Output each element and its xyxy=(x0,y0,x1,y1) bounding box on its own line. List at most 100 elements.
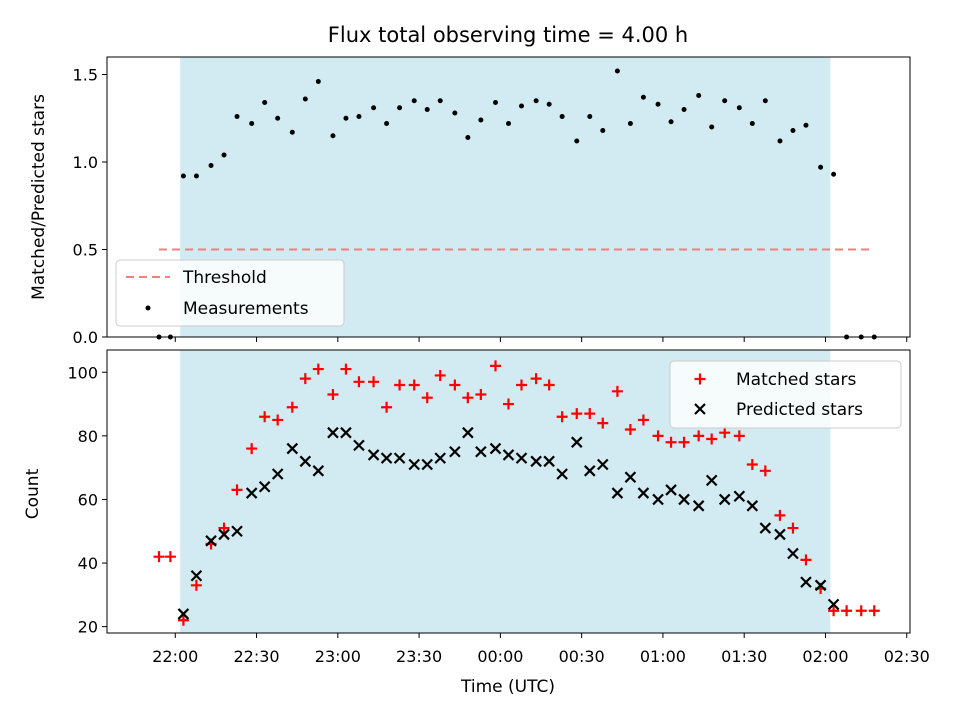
measurement-point xyxy=(627,121,633,126)
matched-star-point xyxy=(368,376,380,388)
predicted-star-point xyxy=(597,458,609,471)
measurement-point xyxy=(696,93,702,98)
matched-star-point xyxy=(246,443,258,455)
matched-star-point xyxy=(327,389,339,401)
measurement-point xyxy=(208,163,214,168)
x-tick-label: 00:30 xyxy=(559,647,605,666)
predicted-star-point xyxy=(367,449,380,461)
measurement-point xyxy=(221,152,227,158)
measurement-point xyxy=(655,101,661,107)
x-tick-label: 22:30 xyxy=(233,647,279,666)
bottom-y-tick-label: 40 xyxy=(78,554,98,573)
matched-star-point xyxy=(503,398,514,410)
bottom-y-tick-label: 60 xyxy=(78,490,98,509)
matched-star-point xyxy=(774,509,786,521)
measurement-point xyxy=(831,171,837,177)
predicted-star-point xyxy=(205,535,217,547)
matched-star-point xyxy=(855,605,867,617)
measurement-point xyxy=(749,121,755,126)
top-y-tick-label: 1.0 xyxy=(73,153,98,172)
measurement-point xyxy=(506,121,511,126)
measurement-point xyxy=(234,114,240,119)
x-tick-label: 23:30 xyxy=(396,647,442,666)
matched-star-point xyxy=(421,392,433,404)
measurement-point xyxy=(249,121,255,126)
predicted-star-point xyxy=(665,484,677,496)
matched-star-point xyxy=(652,430,664,442)
matched-star-point xyxy=(624,423,636,435)
matched-star-point xyxy=(665,436,677,448)
measurement-point xyxy=(803,122,809,128)
predicted-star-point xyxy=(408,458,420,471)
predicted-star-point xyxy=(746,500,759,512)
measurement-point xyxy=(574,138,580,144)
measurement-point xyxy=(681,107,687,112)
predicted-star-point xyxy=(312,465,325,477)
matched-star-point xyxy=(340,363,352,375)
top-panel: 0.0 0.5 1.0 1.5 Flux total observing time =… xyxy=(29,23,911,347)
bottom-y-axis-label: Count xyxy=(23,468,43,519)
predicted-star-point xyxy=(692,500,705,512)
matched-star-point xyxy=(312,363,324,375)
measurement-point xyxy=(762,98,768,104)
matched-star-point xyxy=(434,369,446,381)
top-legend-box xyxy=(115,259,345,327)
matched-star-point xyxy=(637,414,649,426)
predicted-star-point xyxy=(271,468,284,480)
predicted-star-point xyxy=(462,426,474,439)
measurement-point xyxy=(180,173,186,179)
bottom-y-tick-label: 20 xyxy=(78,618,98,637)
measurement-point xyxy=(302,96,308,102)
matched-star-point xyxy=(530,373,542,385)
matched-star-point xyxy=(584,408,596,420)
predicted-star-point xyxy=(190,569,203,582)
measurement-point xyxy=(452,110,458,116)
legend-matched-marker xyxy=(694,373,706,385)
matched-star-point xyxy=(408,379,420,391)
predicted-star-point xyxy=(733,490,746,503)
top-axes-frame xyxy=(106,56,911,338)
measurement-point xyxy=(437,98,443,104)
measurement-point xyxy=(790,128,796,133)
predicted-star-point xyxy=(800,576,812,588)
predicted-star-point xyxy=(543,455,555,468)
predicted-star-point xyxy=(299,455,312,468)
matched-star-point xyxy=(597,417,609,429)
predicted-star-point xyxy=(286,442,299,455)
legend-matched-label: Matched stars xyxy=(736,370,856,390)
legend-matched-swatch xyxy=(694,373,706,385)
chart-title: Flux total observing time = 4.00 h xyxy=(328,23,688,47)
measurement-point xyxy=(193,173,199,179)
predicted-star-point xyxy=(380,452,393,464)
measurement-point xyxy=(640,94,646,100)
matched-star-point xyxy=(733,430,745,442)
predicted-star-point xyxy=(340,426,352,439)
predicted-star-point xyxy=(624,471,637,483)
bottom-panel: 20 40 60 80 100 22:00 22:30 23:00 23:30 00:00 00:… xyxy=(23,349,930,697)
measurement-point xyxy=(424,107,430,112)
measurement-point xyxy=(478,117,484,123)
top-y-tick-label: 0.5 xyxy=(73,241,98,260)
matched-star-point xyxy=(153,551,165,563)
bottom-legend-box xyxy=(669,360,902,429)
predicted-star-point xyxy=(637,487,650,499)
matched-star-point xyxy=(719,427,731,439)
matched-star-point xyxy=(828,605,840,617)
predicted-star-point xyxy=(678,493,690,506)
predicted-star-point xyxy=(652,493,664,506)
measurement-point xyxy=(722,98,728,104)
measurement-point xyxy=(600,128,606,133)
measurement-point xyxy=(330,133,336,139)
bottom-legend: Matched stars Predicted stars xyxy=(669,360,902,429)
measurement-point xyxy=(818,164,824,170)
measurement-point xyxy=(289,129,295,135)
matched-star-point xyxy=(259,411,271,423)
matched-star-point xyxy=(231,484,243,496)
matched-star-point xyxy=(272,414,284,426)
predicted-star-point xyxy=(489,442,502,455)
predicted-star-point xyxy=(570,436,583,448)
matched-star-point xyxy=(746,458,758,470)
predicted-star-point xyxy=(475,445,487,458)
legend-predicted-swatch xyxy=(694,403,706,415)
